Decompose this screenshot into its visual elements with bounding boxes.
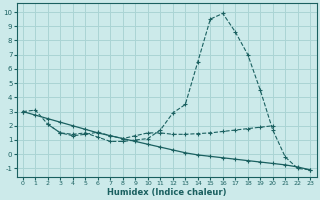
- X-axis label: Humidex (Indice chaleur): Humidex (Indice chaleur): [107, 188, 226, 197]
